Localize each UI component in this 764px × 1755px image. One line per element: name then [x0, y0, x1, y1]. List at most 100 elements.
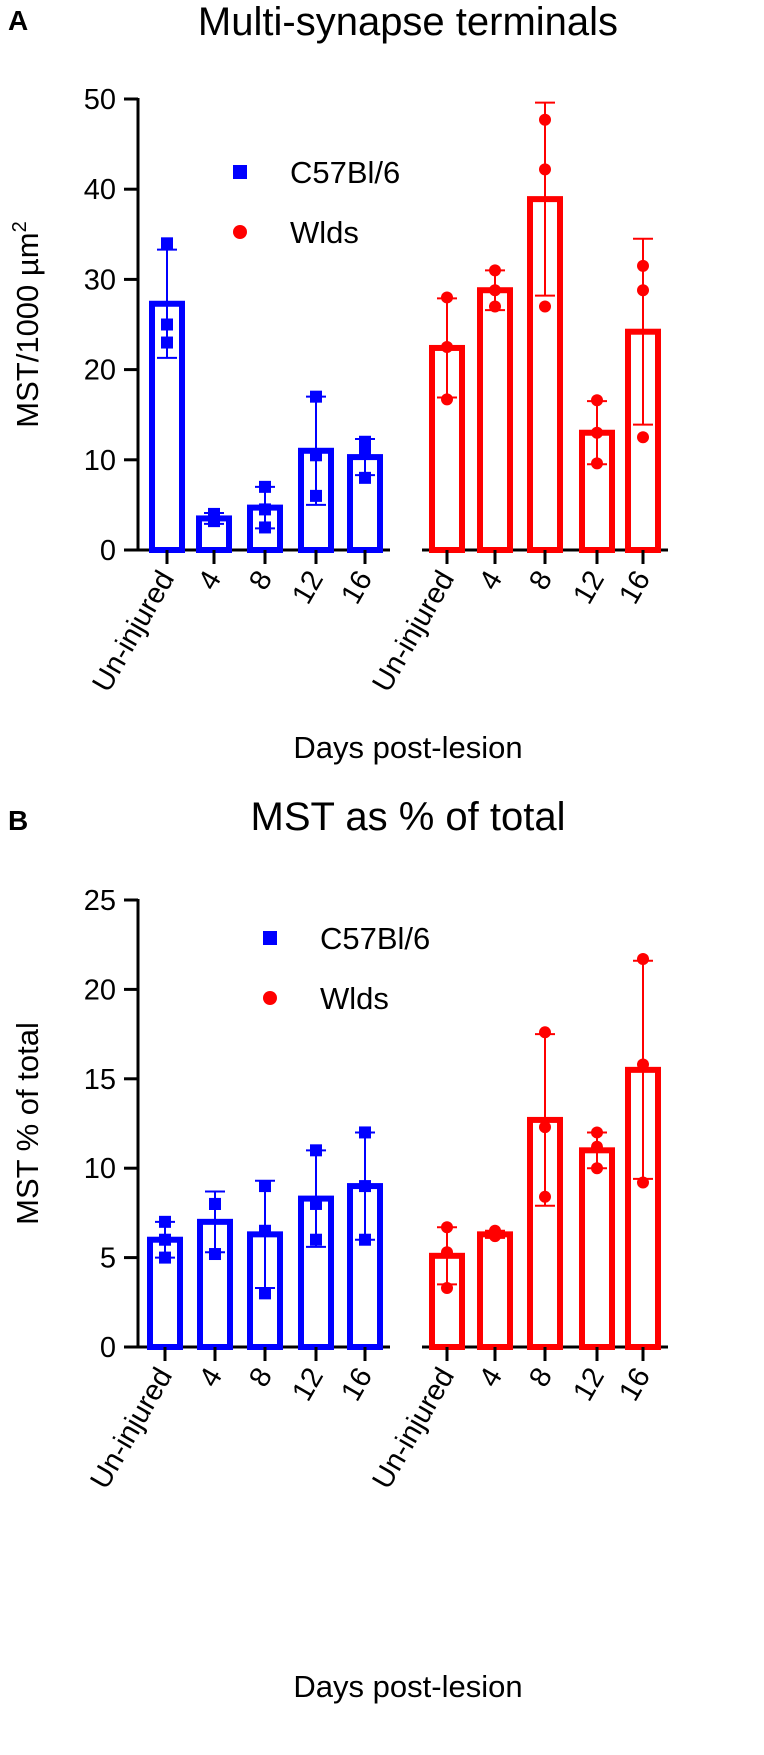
data-point [310, 449, 322, 462]
data-point [359, 1126, 371, 1139]
legend-label: Wlds [290, 215, 359, 250]
data-point [637, 1176, 649, 1189]
y-tick-label: 20 [84, 974, 116, 1006]
chart-panel-b: B MST as % of total 0 5 10 15 20 25 MST % of tot… [8, 795, 668, 1704]
data-point [159, 1215, 171, 1228]
y-axis-label-text: MST % of total [10, 1022, 45, 1225]
series-wlds: Un-injured 4 8 12 16 [366, 101, 661, 698]
data-point [159, 1251, 171, 1264]
x-category-label: 16 [613, 1363, 657, 1407]
data-point [441, 393, 453, 406]
data-point [441, 1221, 453, 1234]
data-point [539, 1026, 551, 1039]
x-category-label: 16 [335, 566, 379, 610]
y-tick-label: 30 [84, 264, 116, 296]
data-point [637, 953, 649, 966]
data-point [208, 507, 220, 520]
legend-marker-circle [233, 225, 247, 239]
data-point [259, 480, 271, 493]
x-category-label: 4 [192, 566, 228, 596]
x-category-label: 8 [243, 566, 279, 596]
x-category-label: Un-injured [366, 566, 461, 698]
y-tick-label: 15 [84, 1064, 116, 1096]
y-tick-label: 0 [100, 1332, 116, 1364]
data-point [159, 1233, 171, 1246]
data-point [441, 1281, 453, 1294]
data-point [637, 284, 649, 297]
data-point [209, 1197, 221, 1210]
data-point [489, 264, 501, 277]
y-axis-label: MST % of total [10, 1022, 45, 1225]
data-point [161, 336, 173, 349]
data-point [259, 503, 271, 516]
panel-label: B [8, 805, 28, 836]
data-point [310, 489, 322, 502]
x-axis-label: Days post-lesion [293, 730, 522, 765]
series-wlds: Un-injured 4 8 12 16 [366, 953, 661, 1495]
bar [579, 429, 615, 553]
legend-label: Wlds [320, 981, 389, 1016]
y-tick-label: 0 [100, 535, 116, 567]
x-category-label: 16 [613, 566, 657, 610]
data-point [591, 394, 603, 407]
y-tick-label: 20 [84, 355, 116, 387]
bar [579, 1147, 615, 1350]
data-point [359, 1180, 371, 1193]
x-category-label: 16 [335, 1363, 379, 1407]
legend: C57Bl/6 Wlds [263, 921, 430, 1016]
y-axis-label-superscript: 2 [9, 221, 31, 232]
chart-title: Multi-synapse terminals [198, 0, 618, 44]
data-point [441, 291, 453, 304]
data-point [637, 1058, 649, 1071]
data-point [259, 1180, 271, 1193]
data-point [259, 1287, 271, 1300]
x-category-label: Un-injured [366, 1363, 461, 1495]
data-point [359, 435, 371, 448]
data-point [359, 1233, 371, 1246]
x-category-label: 12 [286, 566, 330, 610]
data-point [591, 1162, 603, 1175]
x-axis-label: Days post-lesion [293, 1669, 522, 1704]
data-point [359, 444, 371, 457]
data-point [591, 1140, 603, 1153]
y-tick-label: 40 [84, 174, 116, 206]
x-category-label: 4 [473, 1363, 509, 1393]
data-point [539, 1121, 551, 1134]
y-tick-label: 10 [84, 1153, 116, 1185]
x-category-label: Un-injured [84, 1363, 179, 1495]
data-point [591, 1126, 603, 1139]
data-point [539, 300, 551, 313]
data-point [591, 426, 603, 439]
data-point [310, 1144, 322, 1157]
data-point [489, 300, 501, 313]
series-c57bl-6: Un-injured 4 8 12 16 [84, 1126, 383, 1495]
data-point [637, 259, 649, 272]
data-point [539, 113, 551, 126]
panel-label: A [8, 5, 28, 36]
y-tick-label: 10 [84, 445, 116, 477]
legend-label: C57Bl/6 [290, 155, 400, 190]
y-axis-label-text: MST/1000 µm [10, 232, 45, 427]
data-point [539, 163, 551, 176]
x-category-label: 4 [473, 566, 509, 596]
data-point [310, 1197, 322, 1210]
data-point [489, 284, 501, 297]
y-tick-label: 5 [100, 1243, 116, 1275]
data-point [161, 237, 173, 250]
x-category-label: Un-injured [86, 566, 181, 698]
data-point [259, 521, 271, 534]
data-point [310, 390, 322, 403]
data-point [161, 318, 173, 331]
x-category-label: 4 [193, 1363, 229, 1393]
y-tick-label: 25 [84, 885, 116, 917]
x-category-label: 12 [286, 1363, 330, 1407]
series-c57bl-6: Un-injured 4 8 12 16 [86, 237, 383, 698]
legend-marker-circle [263, 991, 277, 1005]
data-point [259, 1224, 271, 1237]
x-category-label: 12 [567, 1363, 611, 1407]
x-category-label: 12 [567, 566, 611, 610]
x-category-label: 8 [523, 1363, 559, 1393]
data-point [209, 1248, 221, 1261]
y-tick-label: 50 [84, 84, 116, 116]
